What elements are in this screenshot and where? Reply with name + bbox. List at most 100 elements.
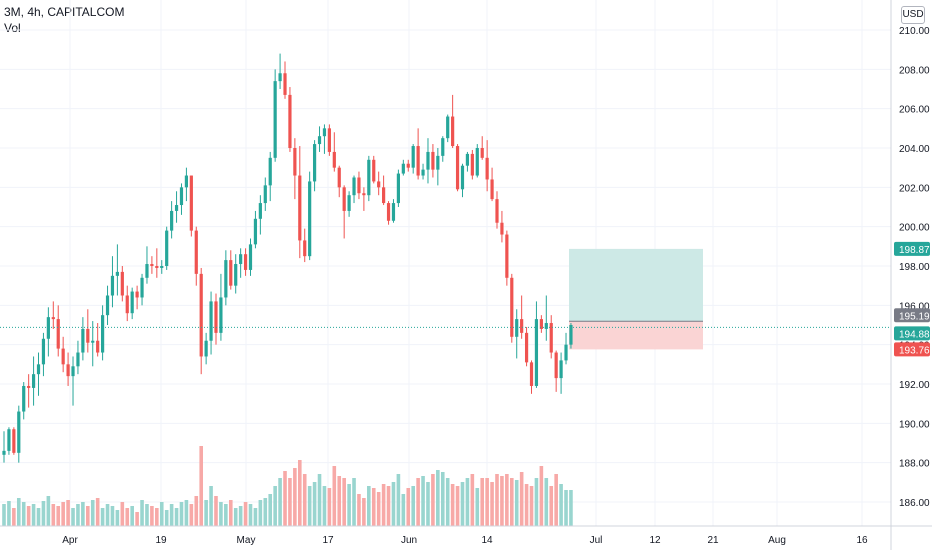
candle-body bbox=[569, 325, 573, 345]
candle-body bbox=[36, 364, 41, 375]
volume-bar bbox=[391, 482, 396, 526]
volume-bar bbox=[436, 470, 440, 526]
candle-body bbox=[204, 340, 208, 357]
candle-body bbox=[539, 319, 543, 329]
y-tick-label: 192.00 bbox=[899, 380, 930, 391]
candle-body bbox=[293, 148, 297, 176]
volume-bar bbox=[549, 486, 554, 526]
candle-body bbox=[308, 181, 312, 257]
candle-body bbox=[101, 315, 105, 353]
price-badge-target bbox=[894, 241, 930, 256]
target-zone bbox=[569, 248, 703, 322]
x-tick-label: 16 bbox=[856, 535, 868, 546]
volume-bar bbox=[130, 506, 134, 526]
candle-body bbox=[110, 275, 115, 296]
candle-body bbox=[135, 291, 139, 298]
candle-body bbox=[520, 319, 524, 333]
candle-body bbox=[7, 429, 11, 451]
y-tick-label: 210.00 bbox=[899, 26, 930, 37]
candle-body bbox=[436, 155, 440, 170]
price-badge-last bbox=[894, 326, 930, 341]
volume-bar bbox=[559, 484, 563, 526]
candle-body bbox=[500, 222, 504, 235]
candle-body bbox=[125, 295, 129, 314]
currency-label[interactable]: USD bbox=[901, 6, 925, 24]
x-axis-ticks[interactable]: Apr 19 May 17 Jun 14 Jul 12 21 Aug 16 bbox=[62, 535, 868, 546]
volume-bar bbox=[505, 474, 509, 526]
volume-bar bbox=[164, 510, 169, 526]
candle-body bbox=[263, 185, 267, 204]
candle-body bbox=[441, 138, 445, 156]
volume-bar bbox=[90, 500, 95, 526]
volume-bar bbox=[514, 480, 519, 526]
candle-body bbox=[475, 148, 479, 176]
candle-body bbox=[253, 218, 258, 245]
volume-bar bbox=[357, 494, 361, 526]
candle-body bbox=[372, 159, 376, 182]
candle-body bbox=[96, 340, 100, 353]
x-tick-label: Jun bbox=[401, 535, 417, 546]
volume-bar bbox=[362, 498, 366, 526]
x-tick-label: 19 bbox=[155, 535, 167, 546]
candle-body bbox=[534, 319, 539, 386]
volume-bar bbox=[509, 478, 514, 526]
candle-body bbox=[105, 295, 110, 316]
volume-bar bbox=[460, 482, 465, 526]
symbol-title[interactable]: 3M, 4h, CAPITALCOM bbox=[4, 5, 125, 19]
volume-bar bbox=[307, 486, 312, 526]
volume-bar bbox=[76, 504, 80, 526]
volume-bar bbox=[554, 474, 558, 526]
volume-bar bbox=[485, 478, 489, 526]
volume-bar bbox=[56, 506, 61, 526]
volume-bar bbox=[376, 492, 381, 526]
volume-bar bbox=[332, 466, 337, 526]
candle-body bbox=[377, 181, 381, 188]
volume-bar bbox=[268, 494, 273, 526]
volume-bar bbox=[115, 510, 120, 526]
candle-body bbox=[352, 177, 356, 196]
position-zones[interactable] bbox=[569, 248, 703, 350]
volume-bar bbox=[135, 512, 139, 526]
grid bbox=[0, 0, 891, 526]
candle-body bbox=[199, 273, 203, 357]
volume-bar bbox=[298, 460, 302, 526]
candle-body bbox=[150, 264, 154, 266]
y-tick-label: 202.00 bbox=[899, 183, 930, 194]
volume-bar bbox=[238, 506, 243, 526]
candle-body bbox=[386, 203, 391, 221]
volume-bar bbox=[105, 504, 110, 526]
volume-bar bbox=[26, 506, 31, 526]
candle-body bbox=[71, 366, 75, 377]
volume-bar bbox=[416, 478, 420, 526]
volume-bar bbox=[258, 500, 263, 526]
volume-bars bbox=[2, 446, 573, 526]
candle-body bbox=[406, 163, 410, 168]
candle-body bbox=[342, 187, 346, 211]
candle-body bbox=[470, 153, 474, 176]
volume-bar bbox=[386, 486, 391, 526]
volume-bar bbox=[66, 500, 70, 526]
candle-body bbox=[357, 177, 361, 194]
candle-body bbox=[145, 264, 149, 278]
candle-body bbox=[322, 128, 327, 137]
y-tick-label: 206.00 bbox=[899, 105, 930, 116]
candle-body bbox=[327, 128, 331, 152]
volume-bar bbox=[455, 486, 460, 526]
volume-bar bbox=[564, 490, 568, 526]
volume-bar bbox=[524, 484, 529, 526]
volume-bar bbox=[12, 508, 16, 526]
candle-body bbox=[515, 319, 519, 337]
volume-label[interactable]: Vol bbox=[4, 21, 21, 35]
volume-bar bbox=[253, 508, 258, 526]
volume-bar bbox=[475, 488, 480, 526]
volume-bar bbox=[500, 476, 504, 526]
y-tick-label: 188.00 bbox=[899, 459, 930, 470]
volume-bar bbox=[150, 506, 154, 526]
volume-bar bbox=[283, 471, 287, 526]
candle-body bbox=[317, 136, 322, 145]
y-axis-ticks[interactable]: 186.00188.00190.00192.00194.00196.00198.… bbox=[899, 26, 930, 509]
candle-body bbox=[416, 146, 420, 176]
volume-bar bbox=[401, 494, 406, 526]
candle-body bbox=[396, 173, 400, 204]
